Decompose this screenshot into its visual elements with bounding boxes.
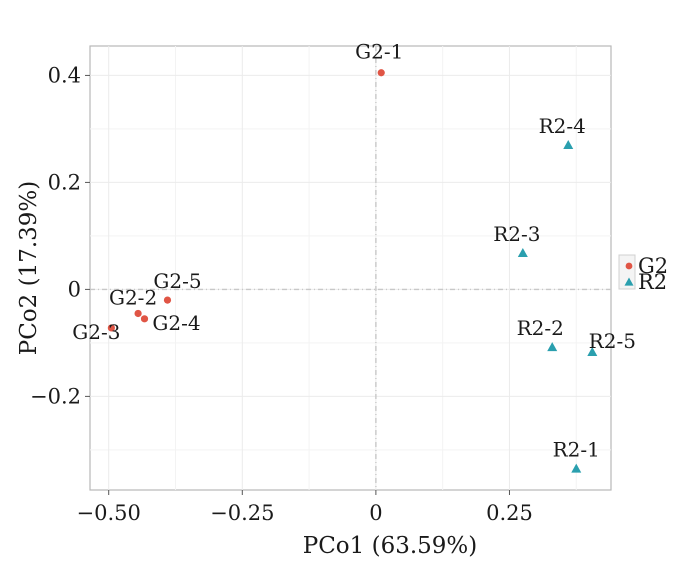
x-axis-title: PCo1 (63.59%) xyxy=(303,533,478,559)
data-point-triangle xyxy=(571,463,582,473)
x-tick-label: 0.25 xyxy=(486,501,533,525)
legend-label: G2 xyxy=(638,254,668,278)
legend-key-circle xyxy=(625,262,633,270)
y-tick-label: 0.2 xyxy=(48,170,81,194)
x-tick-label: −0.50 xyxy=(77,501,141,525)
x-tick-label: −0.25 xyxy=(210,501,274,525)
data-point-circle xyxy=(140,315,149,323)
point-label: R2-4 xyxy=(539,114,586,138)
point-label: G2-2 xyxy=(109,285,157,309)
data-point-circle xyxy=(107,324,115,332)
y-axis-title: PCo2 (17.39%) xyxy=(16,181,42,356)
point-label: G2-3 xyxy=(72,320,120,344)
point-label: R2-3 xyxy=(493,222,540,246)
y-tick-label: 0.4 xyxy=(48,63,81,87)
y-tick-label: −0.2 xyxy=(30,384,81,408)
point-label: R2-5 xyxy=(589,329,636,353)
axis-ticks: −0.50 −0.25 0 0.25 0.4 0.2 0 −0.2 xyxy=(30,63,533,525)
point-label: G2-1 xyxy=(355,40,403,64)
data-point-circle xyxy=(134,309,142,318)
data-point-circle xyxy=(377,69,385,77)
data-point-triangle xyxy=(587,346,598,356)
data-points xyxy=(107,69,598,473)
legend-key-triangle xyxy=(624,277,634,286)
point-label: G2-5 xyxy=(153,269,201,293)
data-point-triangle xyxy=(517,248,528,258)
point-labels: G2-1 G2-2 G2-3 G2-4 G2-5 R2-1 R2-2 R2-3 R2-4 R2-5 xyxy=(72,40,636,462)
point-label: G2-4 xyxy=(152,311,200,335)
zero-lines xyxy=(90,46,611,490)
data-point-circle xyxy=(163,296,172,304)
point-label: R2-1 xyxy=(553,438,600,462)
y-tick-label: 0 xyxy=(68,277,81,301)
data-point-triangle xyxy=(547,342,558,352)
legend-label: R2 xyxy=(638,270,667,294)
x-tick-label: 0 xyxy=(369,501,382,525)
data-point-triangle xyxy=(563,139,574,149)
plot-panel xyxy=(89,45,612,491)
point-label: R2-2 xyxy=(517,316,564,340)
